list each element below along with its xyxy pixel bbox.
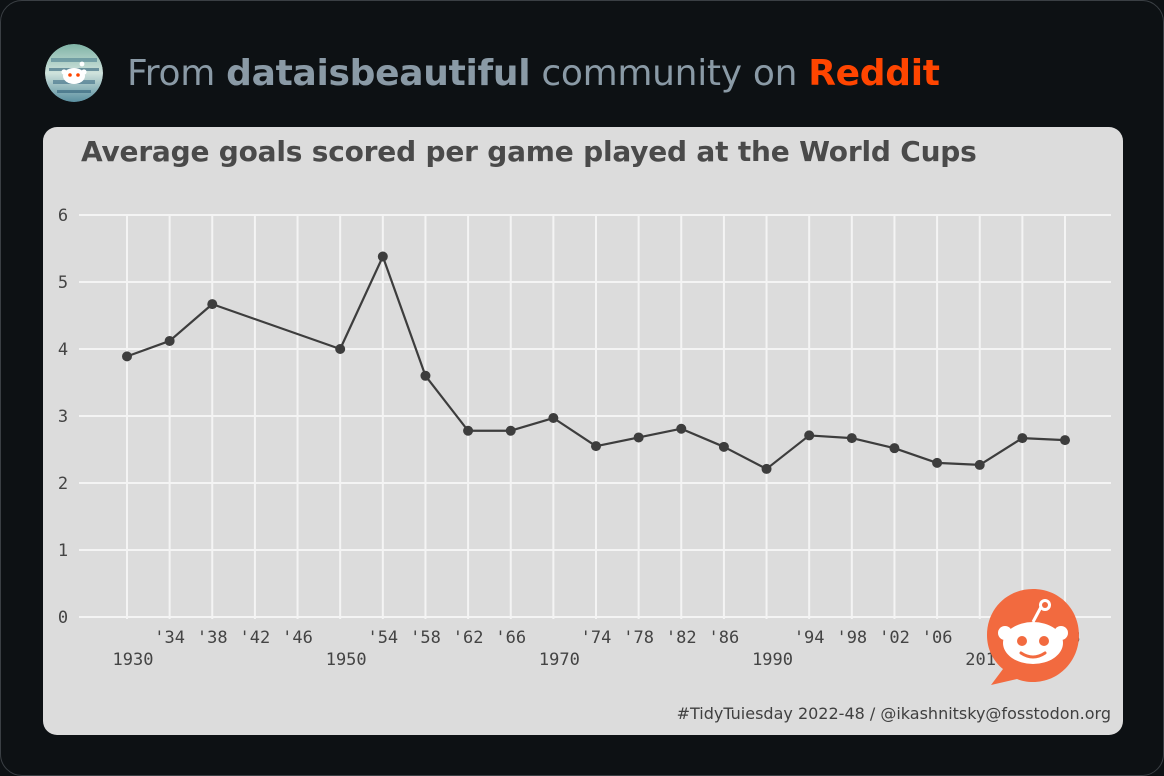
- y-tick-label: 2: [58, 474, 68, 494]
- platform-link[interactable]: Reddit: [808, 52, 940, 94]
- data-point: [889, 443, 900, 454]
- data-point: [846, 433, 857, 444]
- x-tick-label: '62: [453, 628, 484, 648]
- data-point: [974, 459, 985, 470]
- x-tick-label: '06: [922, 628, 953, 648]
- data-point: [505, 425, 516, 436]
- data-point: [804, 430, 815, 441]
- reddit-snoo-icon: [981, 585, 1085, 694]
- subreddit-avatar-icon[interactable]: [45, 44, 103, 102]
- x-tick-label: 1930: [113, 650, 154, 670]
- line-chart: 0 1 2 3 4 5 6 '34 '38 '42 '46 '54 '58 '62 '66 '74 '78 '82…: [58, 206, 1111, 670]
- data-point: [718, 441, 729, 452]
- x-tick-label: '94: [794, 628, 825, 648]
- chart-title: Average goals scored per game played at …: [81, 135, 977, 168]
- x-tick-label: '02: [879, 628, 910, 648]
- chart-card: Average goals scored per game played at …: [43, 127, 1123, 735]
- x-tick-label: 1950: [326, 650, 367, 670]
- x-tick-label: '54: [367, 628, 398, 648]
- chart-caption: #TidyTuiesday 2022-48 / @ikashnitsky@fos…: [676, 704, 1111, 723]
- y-tick-label: 1: [58, 541, 68, 561]
- data-point: [463, 425, 474, 436]
- data-point: [377, 251, 388, 262]
- data-point: [591, 441, 601, 452]
- data-point: [633, 432, 644, 443]
- x-tick-label: 1970: [539, 650, 580, 670]
- post-header-text: From dataisbeautiful community on Reddit: [127, 53, 940, 94]
- y-tick-label: 4: [58, 340, 68, 360]
- x-tick-label: '78: [623, 628, 654, 648]
- header-prefix: From: [127, 52, 227, 94]
- post-header: From dataisbeautiful community on Reddit: [45, 43, 940, 103]
- x-tick-label: '38: [197, 628, 228, 648]
- data-point: [207, 299, 218, 310]
- data-point: [1017, 433, 1028, 444]
- data-point: [932, 457, 943, 468]
- header-middle: community on: [530, 52, 809, 94]
- data-point: [122, 351, 132, 362]
- x-tick-label: 1990: [752, 650, 793, 670]
- data-point: [420, 370, 431, 381]
- data-point: [676, 423, 687, 434]
- data-point: [335, 344, 346, 354]
- x-tick-label: '34: [154, 628, 185, 648]
- x-tick-label: '98: [836, 628, 867, 648]
- x-tick-label: '42: [240, 628, 271, 648]
- y-tick-label: 3: [58, 407, 68, 427]
- x-tick-label: '86: [709, 628, 740, 648]
- x-tick-label: '58: [410, 628, 441, 648]
- data-point: [164, 335, 175, 346]
- data-point: [1060, 435, 1070, 446]
- y-tick-label: 5: [58, 273, 68, 293]
- y-tick-label: 0: [58, 608, 68, 628]
- data-point: [761, 463, 772, 474]
- community-link[interactable]: dataisbeautiful: [226, 52, 531, 94]
- x-tick-label: '82: [666, 628, 697, 648]
- y-tick-label: 6: [58, 206, 68, 226]
- x-tick-label: '66: [495, 628, 526, 648]
- x-tick-label: '74: [581, 628, 612, 648]
- x-tick-label: '46: [282, 628, 313, 648]
- data-point: [548, 413, 559, 424]
